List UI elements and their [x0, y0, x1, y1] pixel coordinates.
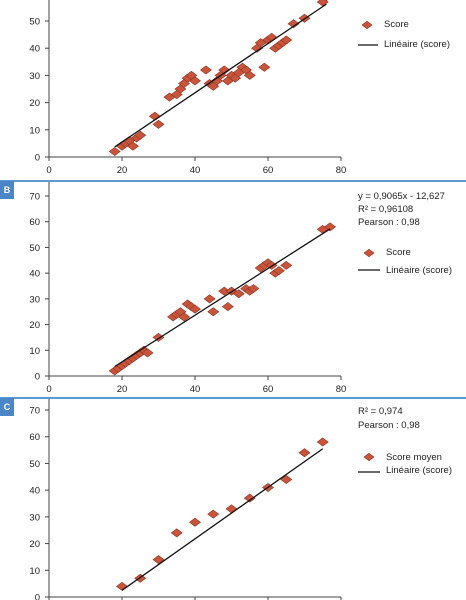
data-point	[218, 65, 231, 75]
x-tick-label: 80	[336, 384, 347, 395]
axes: 0 10 20 30 40 50 0 20 40 60 80	[29, 0, 346, 176]
data-point	[280, 474, 293, 484]
data-point	[188, 304, 202, 314]
y-tick-label: 40	[29, 44, 40, 55]
y-tick-label: 70	[29, 192, 40, 203]
x-tick-label: 40	[190, 165, 201, 176]
data-point	[324, 222, 337, 232]
y-tick-label: 20	[29, 539, 40, 550]
data-point	[189, 517, 201, 527]
y-tick-label: 60	[29, 217, 40, 228]
stats-b-pearson: Pearson : 0,98	[358, 217, 420, 228]
data-point	[232, 289, 245, 299]
data-point	[199, 65, 212, 75]
x-tick-label: 60	[263, 384, 274, 395]
y-tick-label: 10	[29, 566, 40, 577]
legend-score-label: Score	[384, 19, 409, 30]
data-point	[325, 0, 328, 2]
data-point	[126, 141, 139, 151]
stats-c-pearson: Pearson : 0,98	[358, 420, 420, 431]
trend-line	[114, 228, 331, 368]
data-point	[280, 260, 293, 270]
panel-label-b: B	[0, 181, 14, 199]
y-tick-label: 50	[29, 17, 40, 28]
data-point	[243, 70, 256, 80]
legend-trend-label: Linéaire (score)	[384, 39, 450, 50]
data-point	[243, 493, 256, 503]
data-point	[116, 581, 128, 591]
data-point	[178, 312, 191, 322]
data-point	[134, 130, 147, 140]
data-point	[203, 294, 216, 304]
x-tick-label: 60	[263, 165, 274, 176]
data-points	[108, 222, 337, 376]
data-point	[316, 0, 329, 7]
y-tick-label: 30	[29, 512, 40, 523]
data-point	[280, 35, 293, 45]
divider-bc	[0, 397, 466, 399]
y-tick-label: 0	[35, 372, 40, 383]
data-point	[225, 504, 238, 514]
y-tick-label: 50	[29, 243, 40, 254]
data-point	[298, 448, 311, 458]
data-point	[221, 302, 234, 312]
trend-line	[121, 448, 324, 591]
y-tick-label: 10	[29, 125, 40, 136]
x-tick-label: 20	[117, 384, 128, 395]
data-point	[287, 19, 300, 29]
legend-trend-label: Linéaire (score)	[386, 265, 452, 276]
stats-b-equation: y = 0,9065x - 12,627	[358, 191, 445, 202]
data-point	[152, 555, 165, 565]
y-tick-label: 0	[35, 153, 40, 164]
data-point	[247, 284, 260, 294]
divider-ab	[0, 180, 466, 182]
data-point	[272, 266, 285, 276]
y-tick-label: 60	[29, 432, 40, 443]
x-tick-label: 0	[46, 384, 51, 395]
y-tick-label: 10	[29, 346, 40, 357]
data-point	[170, 528, 183, 538]
x-tick-label: 0	[46, 165, 51, 176]
legend-score-label: Score	[386, 247, 411, 258]
data-point	[316, 437, 329, 447]
data-point	[207, 509, 220, 519]
y-tick-label: 30	[29, 71, 40, 82]
x-tick-label: 20	[117, 165, 128, 176]
legend-score-label: Score moyen	[386, 452, 442, 463]
data-points	[116, 437, 329, 591]
data-point	[152, 119, 165, 129]
axes: 0 10 20 30 40 50 60 70 0 20 40 60 80	[29, 182, 346, 395]
x-tick-label: 80	[336, 165, 347, 176]
axes: 0 10 20 30 40 50 60 70	[29, 399, 342, 600]
stats-b-r2: R² = 0,96108	[358, 204, 414, 215]
y-tick-label: 70	[29, 406, 40, 417]
panel-label-c: C	[0, 398, 14, 416]
y-tick-label: 20	[29, 320, 40, 331]
y-tick-label: 0	[35, 593, 40, 600]
trend-line	[114, 3, 327, 148]
y-tick-label: 40	[29, 269, 40, 280]
chart-a: 0 10 20 30 40 50 0 20 40 60 80	[29, 0, 346, 176]
chart-b: 0 10 20 30 40 50 60 70 0 20 40 60 80	[29, 182, 346, 395]
y-tick-label: 40	[29, 486, 40, 497]
y-tick-label: 20	[29, 98, 40, 109]
chart-c: 0 10 20 30 40 50 60 70	[29, 399, 342, 600]
data-point	[141, 348, 154, 358]
data-point	[207, 307, 220, 317]
data-point	[189, 76, 201, 86]
y-tick-label: 30	[29, 294, 40, 305]
data-point	[258, 62, 271, 72]
y-tick-label: 50	[29, 459, 40, 470]
legend-trend-label: Linéaire (score)	[386, 465, 452, 476]
x-tick-label: 40	[190, 384, 201, 395]
data-point	[108, 147, 121, 157]
stats-c-r2: R² = 0,974	[358, 406, 403, 417]
